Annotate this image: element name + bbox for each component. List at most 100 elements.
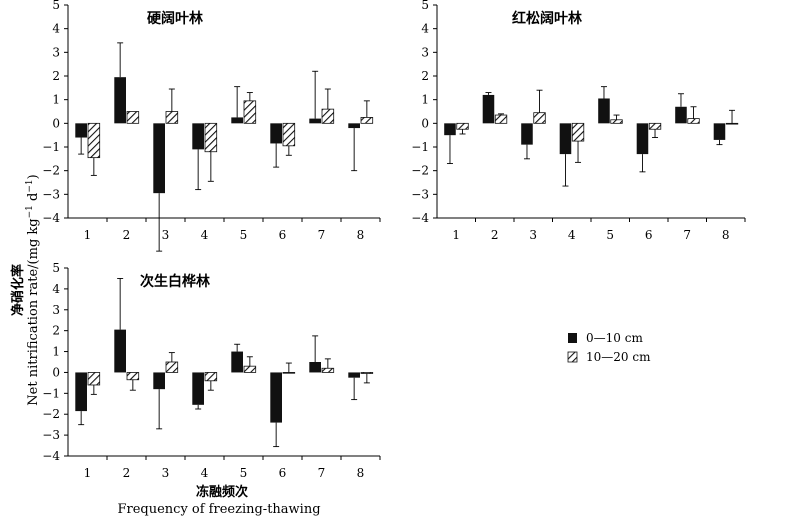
bar-0-10cm — [598, 98, 610, 124]
y-tick-label: 3 — [52, 303, 60, 317]
x-tick-label: 5 — [240, 466, 248, 480]
y-axis-title: 净硝化率 Net nitrification rate/(mg kg−1 d−1… — [10, 174, 41, 405]
y-axis-title-en: Net nitrification rate/(mg kg−1 d−1) — [25, 174, 41, 405]
y-tick-label: −2 — [42, 407, 60, 421]
y-tick-label: −1 — [411, 140, 429, 154]
x-tick-label: 7 — [318, 228, 326, 242]
y-axis-title-sup2: −1 — [25, 179, 35, 192]
panel-title: 红松阔叶林 — [512, 10, 582, 27]
x-tick-label: 4 — [568, 228, 576, 242]
y-tick-label: 1 — [52, 93, 60, 107]
bar-10-20cm — [204, 122, 218, 153]
x-tick-label: 3 — [162, 228, 170, 242]
y-tick-label: 2 — [421, 69, 429, 83]
bar-10-20cm — [321, 108, 335, 124]
bar-10-20cm — [243, 100, 257, 124]
y-tick-label: 1 — [421, 93, 429, 107]
bar-10-20cm — [571, 122, 585, 142]
y-axis-title-en-main: Net nitrification rate/(mg kg — [26, 218, 41, 405]
bar-0-10cm — [114, 77, 126, 124]
bar-0-10cm — [559, 123, 572, 155]
y-tick-label: 3 — [52, 45, 60, 59]
bar-0-10cm — [153, 372, 165, 390]
y-tick-label: 5 — [52, 261, 60, 275]
bar-10-20cm — [494, 114, 508, 124]
x-tick-label: 8 — [722, 228, 730, 242]
y-tick-label: −1 — [42, 386, 60, 400]
x-tick-label: 8 — [357, 228, 365, 242]
y-tick-label: 4 — [52, 22, 60, 36]
y-tick-label: −1 — [42, 140, 60, 154]
x-tick-label: 6 — [279, 228, 287, 242]
bar-10-20cm — [648, 122, 662, 130]
bar-0-10cm — [482, 94, 495, 124]
bar-10-20cm — [360, 117, 374, 124]
y-tick-label: 0 — [421, 116, 429, 130]
y-tick-label: −4 — [42, 211, 60, 225]
bar-10-20cm — [533, 112, 546, 124]
y-tick-label: 5 — [421, 0, 429, 12]
legend-label-10-20cm: 10—20 cm — [586, 350, 651, 364]
y-tick-label: 0 — [52, 116, 60, 130]
bar-10-20cm — [126, 372, 140, 381]
x-tick-label: 2 — [123, 466, 131, 480]
y-tick-label: −3 — [42, 187, 60, 201]
x-tick-label: 4 — [201, 466, 209, 480]
y-tick-label: 4 — [421, 22, 429, 36]
x-tick-label: 3 — [529, 228, 537, 242]
x-tick-label: 6 — [279, 466, 287, 480]
x-tick-label: 2 — [491, 228, 499, 242]
y-tick-label: 1 — [52, 345, 60, 359]
bar-0-10cm — [153, 123, 165, 194]
y-tick-label: 4 — [52, 282, 60, 296]
x-tick-label: 5 — [606, 228, 614, 242]
x-tick-label: 7 — [318, 466, 326, 480]
bar-10-20cm — [87, 372, 101, 386]
y-tick-label: −3 — [42, 428, 60, 442]
bar-0-10cm — [309, 118, 321, 124]
bar-0-10cm — [348, 372, 360, 378]
legend: 0—10 cm 10—20 cm — [567, 331, 651, 364]
y-axis-title-cn: 净硝化率 — [10, 264, 26, 316]
bar-0-10cm — [192, 123, 204, 150]
chart-panel-birch: 次生白桦林 −4 −3 −2 −1 0 1 2 3 4 5 1 2 3 4 5 6 7 8 — [42, 261, 381, 480]
x-tick-label: 6 — [645, 228, 653, 242]
y-tick-label: 5 — [52, 0, 60, 12]
y-axis-title-end: ) — [26, 174, 41, 179]
bar-10-20cm — [687, 118, 700, 124]
bar-10-20cm — [360, 372, 374, 374]
y-tick-label: −2 — [42, 164, 60, 178]
bar-10-20cm — [165, 111, 179, 124]
y-tick-label: −2 — [411, 164, 429, 178]
bar-0-10cm — [75, 372, 87, 412]
y-tick-label: 3 — [421, 45, 429, 59]
x-tick-label: 3 — [162, 466, 170, 480]
bar-10-20cm — [282, 372, 296, 374]
bar-0-10cm — [348, 123, 360, 129]
bar-10-20cm — [126, 111, 140, 124]
x-tick-label: 8 — [357, 466, 365, 480]
x-tick-label: 5 — [240, 228, 248, 242]
x-tick-label: 1 — [84, 228, 92, 242]
bar-0-10cm — [444, 123, 456, 136]
x-tick-label: 7 — [683, 228, 691, 242]
bar-10-20cm — [610, 119, 623, 124]
bar-0-10cm — [192, 372, 204, 405]
x-tick-label: 2 — [123, 228, 131, 242]
bar-10-20cm — [204, 372, 218, 382]
bar-0-10cm — [231, 117, 243, 124]
bar-0-10cm — [114, 329, 126, 373]
bar-0-10cm — [636, 123, 649, 155]
bar-10-20cm — [321, 367, 335, 373]
bar-0-10cm — [309, 362, 321, 373]
bar-0-10cm — [713, 123, 726, 140]
bar-0-10cm — [75, 123, 87, 138]
bar-0-10cm — [270, 123, 282, 144]
y-tick-label: −3 — [411, 187, 429, 201]
bar-10-20cm — [243, 365, 257, 373]
bar-10-20cm — [282, 122, 296, 147]
y-tick-label: −4 — [42, 449, 60, 463]
bar-10-20cm — [456, 122, 469, 130]
y-tick-label: 2 — [52, 69, 60, 83]
